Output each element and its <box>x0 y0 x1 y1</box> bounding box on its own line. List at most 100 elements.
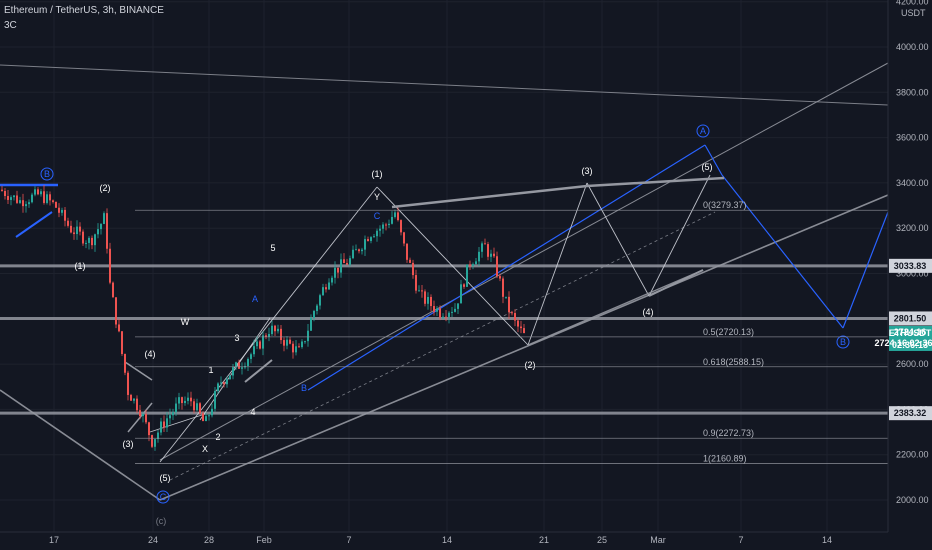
candle-body <box>460 284 462 304</box>
candle-body <box>520 326 522 329</box>
trend-line <box>169 211 716 481</box>
candles <box>1 184 525 451</box>
candle-body <box>511 312 513 314</box>
candle-body <box>343 259 345 264</box>
wave-label: B <box>840 337 846 347</box>
candle-body <box>406 243 408 260</box>
candle-body <box>490 253 492 257</box>
candle-body <box>4 190 6 197</box>
y-tick-label: 4000.00 <box>896 42 929 52</box>
candle-body <box>91 237 93 246</box>
candle-body <box>436 308 438 312</box>
wave-label: A <box>252 294 258 304</box>
candle-body <box>262 335 264 349</box>
x-tick-label: Feb <box>256 535 272 545</box>
fib-label: 0.9(2272.73) <box>703 428 754 438</box>
x-tick-label: 28 <box>204 535 214 545</box>
x-tick-label: 17 <box>49 535 59 545</box>
candle-body <box>232 367 234 376</box>
candle-body <box>433 306 435 312</box>
candle-body <box>52 200 54 202</box>
candle-body <box>67 220 69 226</box>
trend-line <box>527 269 704 346</box>
candle-body <box>199 403 201 414</box>
level-price-badge-text: 2801.50 <box>894 313 927 323</box>
fib-label: 0.618(2588.15) <box>703 357 764 367</box>
candle-body <box>409 259 411 263</box>
candle-body <box>187 397 189 401</box>
candle-body <box>358 249 360 252</box>
candle-body <box>16 195 18 203</box>
candle-body <box>172 412 174 416</box>
y-axis-unit: USDT <box>901 8 926 18</box>
trend-line <box>391 184 588 209</box>
candle-body <box>430 296 432 307</box>
candle-body <box>136 398 138 411</box>
trend-line <box>159 62 889 461</box>
candle-body <box>154 439 156 447</box>
candle-body <box>97 229 99 235</box>
candle-body <box>442 316 444 318</box>
candle-body <box>505 296 507 298</box>
candle-body <box>373 236 375 238</box>
wave-label: B <box>301 383 307 393</box>
candle-body <box>76 226 78 235</box>
wave-label: B <box>44 169 50 179</box>
candle-body <box>241 367 243 369</box>
candle-body <box>448 312 450 317</box>
candle-body <box>298 346 300 348</box>
candle-body <box>337 267 339 273</box>
candle-body <box>85 242 87 244</box>
candle-body <box>412 262 414 276</box>
candle-body <box>502 278 504 297</box>
candle-body <box>370 237 372 242</box>
wave-label: (4) <box>145 349 156 359</box>
candle-body <box>58 207 60 213</box>
candle-body <box>112 282 114 298</box>
wave-label-circle <box>156 490 170 504</box>
candle-body <box>376 230 378 237</box>
candle-body <box>160 421 162 433</box>
candle-body <box>124 353 126 373</box>
y-tick-label: 3400.00 <box>896 178 929 188</box>
candle-body <box>157 432 159 440</box>
candle-body <box>394 212 396 217</box>
y-tick-label: 4200.00 <box>896 0 929 7</box>
candle-body <box>388 223 390 226</box>
candle-body <box>184 400 186 404</box>
candle-body <box>22 200 24 207</box>
candle-body <box>103 213 105 224</box>
wave-label: X <box>202 444 208 454</box>
wave-label-circle <box>696 124 710 138</box>
candle-body <box>319 295 321 306</box>
wave-label-circle <box>836 335 850 349</box>
horizontal-levels <box>0 264 888 415</box>
y-tick-label: 2000.00 <box>896 495 929 505</box>
candle-body <box>421 290 423 292</box>
trend-line <box>244 359 273 383</box>
candle-body <box>166 418 168 428</box>
candle-body <box>454 308 456 312</box>
y-tick-label: 3800.00 <box>896 87 929 97</box>
trend-line <box>0 389 161 501</box>
candle-body <box>223 382 225 385</box>
time-axis[interactable] <box>0 532 888 550</box>
level-price-badge-text: 2383.32 <box>894 408 927 418</box>
candle-body <box>37 189 39 195</box>
wave-label-circle <box>40 167 54 181</box>
candle-body <box>49 194 51 201</box>
candle-body <box>307 330 309 342</box>
candle-body <box>469 264 471 266</box>
level-price-badge <box>889 311 932 326</box>
candle-body <box>403 232 405 244</box>
fib-label: 0(3279.37) <box>703 200 747 210</box>
candle-body <box>265 335 267 337</box>
candle-body <box>331 277 333 283</box>
wave-label: 2 <box>215 432 220 442</box>
candle-body <box>34 189 36 195</box>
trend-line <box>159 194 889 501</box>
candle-body <box>463 284 465 287</box>
last-price-countdown: 02:36:13 <box>892 340 928 350</box>
candle-body <box>400 220 402 233</box>
